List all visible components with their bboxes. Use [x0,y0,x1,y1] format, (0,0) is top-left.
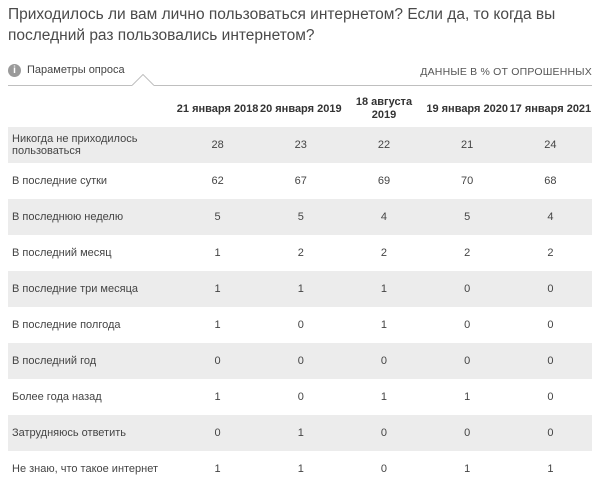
survey-params-bar: i Параметры опроса ДАННЫЕ В % ОТ ОПРОШЕН… [8,56,592,86]
value-cell: 1 [176,271,260,307]
value-cell: 0 [508,415,592,451]
row-label: В последнюю неделю [8,199,176,235]
value-cell: 1 [508,451,592,487]
header-row: 21 января 2018 20 января 2019 18 августа… [8,91,592,127]
row-label: В последний год [8,343,176,379]
header-empty-cell [8,91,176,127]
page-title: Приходилось ли вам лично пользоваться ин… [8,6,556,44]
value-cell: 67 [259,163,343,199]
value-cell: 0 [342,451,426,487]
value-cell: 1 [259,271,343,307]
column-header: 19 января 2020 [426,102,508,115]
value-cell: 1 [259,415,343,451]
table-row: Более года назад 1 0 1 1 0 [8,379,592,415]
value-cell: 0 [259,379,343,415]
value-cell: 1 [342,379,426,415]
value-cell: 1 [176,235,260,271]
value-cell: 22 [342,127,426,163]
value-cell: 0 [508,271,592,307]
value-cell: 0 [425,343,509,379]
value-cell: 70 [425,163,509,199]
row-label: Более года назад [8,379,176,415]
info-icon[interactable]: i [8,64,21,77]
table-row: Не знаю, что такое интернет 1 1 0 1 1 [8,451,592,487]
value-cell: 68 [508,163,592,199]
divider-left [8,85,132,86]
value-cell: 0 [508,379,592,415]
value-cell: 2 [425,235,509,271]
table-row: Затрудняюсь ответить 0 1 0 0 0 [8,415,592,451]
value-cell: 1 [342,271,426,307]
value-cell: 62 [176,163,260,199]
value-cell: 0 [342,415,426,451]
value-cell: 28 [176,127,260,163]
value-cell: 4 [508,199,592,235]
value-cell: 0 [425,307,509,343]
value-cell: 0 [259,307,343,343]
row-label: Не знаю, что такое интернет [8,451,176,487]
table-row: В последнюю неделю 5 5 4 5 4 [8,199,592,235]
row-label: В последние сутки [8,163,176,199]
value-cell: 0 [176,415,260,451]
table-row: Никогда не приходилось пользоваться 28 23 2… [8,127,592,163]
row-label: В последний месяц [8,235,176,271]
value-cell: 5 [176,199,260,235]
value-cell: 0 [508,307,592,343]
value-cell: 5 [259,199,343,235]
units-note: ДАННЫЕ В % ОТ ОПРОШЕННЫХ [420,66,592,78]
results-table: 21 января 2018 20 января 2019 18 августа… [8,91,592,487]
row-label: В последние полгода [8,307,176,343]
table-row: В последний месяц 1 2 2 2 2 [8,235,592,271]
column-header: 17 января 2021 [509,102,592,115]
column-header: 18 августа 2019 [355,96,413,121]
value-cell: 2 [508,235,592,271]
divider-right [154,85,592,86]
table-header: 21 января 2018 20 января 2019 18 августа… [8,91,592,127]
value-cell: 69 [342,163,426,199]
value-cell: 2 [342,235,426,271]
value-cell: 4 [342,199,426,235]
row-label: В последние три месяца [8,271,176,307]
value-cell: 1 [342,307,426,343]
table-row: В последние три месяца 1 1 1 0 0 [8,271,592,307]
value-cell: 1 [425,451,509,487]
column-header: 21 января 2018 [176,102,259,115]
value-cell: 21 [425,127,509,163]
table-body: Никогда не приходилось пользоваться 28 23 2… [8,127,592,487]
value-cell: 1 [176,307,260,343]
value-cell: 0 [425,271,509,307]
value-cell: 24 [508,127,592,163]
value-cell: 2 [259,235,343,271]
table-row: В последние полгода 1 0 1 0 0 [8,307,592,343]
table-row: В последний год 0 0 0 0 0 [8,343,592,379]
value-cell: 1 [259,451,343,487]
value-cell: 0 [425,415,509,451]
value-cell: 0 [508,343,592,379]
column-header: 20 января 2019 [259,102,342,115]
value-cell: 5 [425,199,509,235]
survey-params-link[interactable]: Параметры опроса [27,64,125,76]
table-row: В последние сутки 62 67 69 70 68 [8,163,592,199]
value-cell: 0 [342,343,426,379]
value-cell: 1 [425,379,509,415]
value-cell: 0 [259,343,343,379]
row-label: Никогда не приходилось пользоваться [8,127,176,163]
divider-notch [132,74,154,86]
value-cell: 23 [259,127,343,163]
value-cell: 1 [176,451,260,487]
value-cell: 0 [176,343,260,379]
value-cell: 1 [176,379,260,415]
row-label: Затрудняюсь ответить [8,415,176,451]
